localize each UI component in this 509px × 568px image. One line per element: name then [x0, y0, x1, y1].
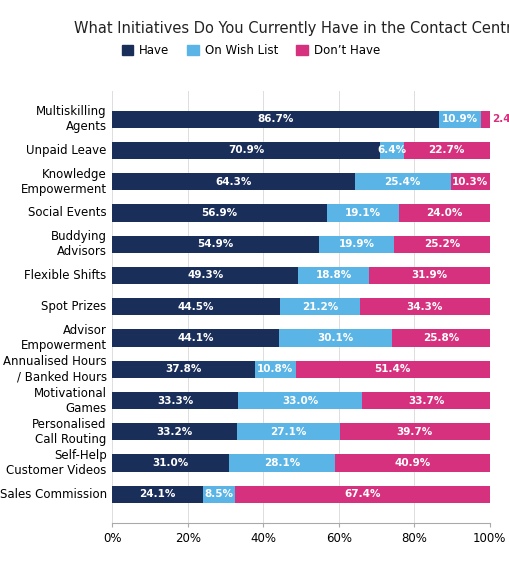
Bar	[394, 236, 489, 253]
Text: 10.8%: 10.8%	[257, 364, 293, 374]
Bar	[334, 454, 489, 471]
Bar	[237, 423, 339, 440]
Text: 33.3%: 33.3%	[157, 395, 193, 406]
Bar	[479, 111, 489, 128]
Legend: Have, On Wish List, Don’t Have: Have, On Wish List, Don’t Have	[118, 41, 383, 61]
Bar	[379, 142, 403, 159]
Text: 25.8%: 25.8%	[422, 333, 458, 343]
Bar	[319, 236, 394, 253]
Bar	[278, 329, 391, 346]
Title: What Initiatives Do You Currently Have in the Contact Centre?: What Initiatives Do You Currently Have i…	[74, 20, 509, 36]
Text: 24.1%: 24.1%	[139, 490, 176, 499]
Bar	[439, 111, 479, 128]
Bar	[229, 454, 334, 471]
Text: 54.9%: 54.9%	[197, 239, 234, 249]
Text: 33.0%: 33.0%	[281, 395, 318, 406]
Text: 49.3%: 49.3%	[187, 270, 223, 281]
Text: 10.3%: 10.3%	[451, 177, 487, 187]
Text: 18.8%: 18.8%	[315, 270, 351, 281]
Text: 44.1%: 44.1%	[177, 333, 213, 343]
Bar	[112, 454, 229, 471]
Bar	[112, 204, 326, 222]
Bar	[369, 267, 489, 284]
Text: 22.7%: 22.7%	[428, 145, 464, 156]
Text: 34.3%: 34.3%	[406, 302, 442, 312]
Bar	[112, 329, 278, 346]
Text: 37.8%: 37.8%	[165, 364, 202, 374]
Text: 31.9%: 31.9%	[411, 270, 446, 281]
Text: 86.7%: 86.7%	[257, 114, 293, 124]
Text: 39.7%: 39.7%	[396, 427, 432, 437]
Text: 10.9%: 10.9%	[441, 114, 477, 124]
Text: 28.1%: 28.1%	[264, 458, 300, 468]
Text: 64.3%: 64.3%	[215, 177, 251, 187]
Text: 25.2%: 25.2%	[423, 239, 459, 249]
Text: 19.9%: 19.9%	[338, 239, 374, 249]
Bar	[112, 236, 319, 253]
Bar	[354, 173, 450, 190]
Text: 33.7%: 33.7%	[407, 395, 443, 406]
Text: 6.4%: 6.4%	[377, 145, 406, 156]
Bar	[203, 486, 235, 503]
Text: 25.4%: 25.4%	[384, 177, 420, 187]
Text: 33.2%: 33.2%	[156, 427, 192, 437]
Bar	[450, 173, 489, 190]
Text: 51.4%: 51.4%	[374, 364, 410, 374]
Bar	[359, 298, 489, 315]
Text: 30.1%: 30.1%	[317, 333, 353, 343]
Text: 70.9%: 70.9%	[228, 145, 264, 156]
Text: 24.0%: 24.0%	[426, 208, 462, 218]
Text: 21.2%: 21.2%	[301, 302, 337, 312]
Bar	[112, 423, 237, 440]
Bar	[112, 267, 298, 284]
Bar	[362, 392, 489, 409]
Text: 19.1%: 19.1%	[344, 208, 380, 218]
Bar	[295, 361, 489, 378]
Bar	[403, 142, 489, 159]
Text: 27.1%: 27.1%	[270, 427, 306, 437]
Text: 31.0%: 31.0%	[152, 458, 188, 468]
Bar	[298, 267, 369, 284]
Bar	[112, 486, 203, 503]
Bar	[235, 486, 489, 503]
Bar	[112, 392, 237, 409]
Text: 56.9%: 56.9%	[201, 208, 237, 218]
Bar	[326, 204, 398, 222]
Bar	[391, 329, 489, 346]
Bar	[112, 142, 379, 159]
Text: 2.4%: 2.4%	[492, 114, 509, 124]
Text: 44.5%: 44.5%	[178, 302, 214, 312]
Bar	[279, 298, 359, 315]
Text: 40.9%: 40.9%	[393, 458, 430, 468]
Bar	[112, 111, 439, 128]
Bar	[112, 173, 354, 190]
Bar	[112, 298, 279, 315]
Bar	[339, 423, 489, 440]
Bar	[398, 204, 489, 222]
Bar	[254, 361, 295, 378]
Bar	[237, 392, 362, 409]
Text: 8.5%: 8.5%	[204, 490, 233, 499]
Bar	[112, 361, 254, 378]
Text: 67.4%: 67.4%	[344, 490, 380, 499]
